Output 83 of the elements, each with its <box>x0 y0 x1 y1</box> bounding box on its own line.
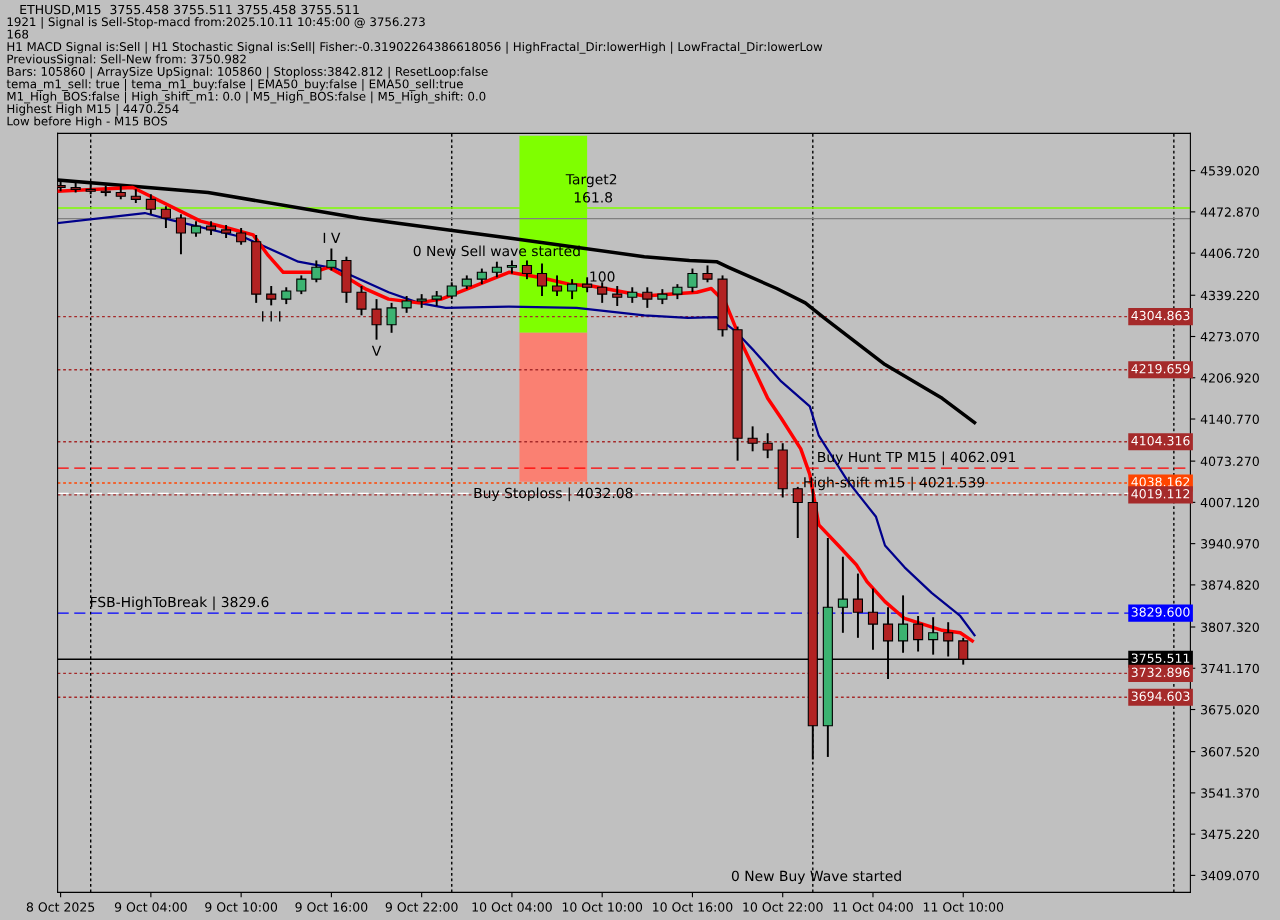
candlestick <box>145 193 156 216</box>
y-tick-label: 4007.120 <box>1200 497 1259 508</box>
candlestick <box>897 594 909 654</box>
ref-line-label: 3732.896 <box>1131 667 1190 678</box>
x-tick-label: 10 Oct 10:00 <box>562 902 643 912</box>
annotation: 0 New Buy Wave started <box>731 870 901 884</box>
ref-line-label: 4304.863 <box>1131 310 1190 321</box>
annotation: V <box>371 345 382 356</box>
text: Bars: 105860 | ArraySize UpSignal: 105860 | Stoploss:3842.812 | ResetLoop:false <box>7 66 488 79</box>
x-tick-label: 8 Oct 2025 <box>26 902 95 912</box>
annotation: I V <box>323 232 341 243</box>
y-tick-label: 3409.070 <box>1201 870 1259 881</box>
y-tick-label: 4406.720 <box>1200 248 1259 259</box>
candlestick <box>852 572 863 639</box>
x-tick-label: 10 Oct 16:00 <box>653 902 733 912</box>
x-tick-label: 9 Oct 22:00 <box>385 902 458 912</box>
y-tick-label: 4472.870 <box>1200 207 1259 217</box>
y-tick-label: 4273.070 <box>1200 331 1259 342</box>
candlestick <box>943 621 954 658</box>
candlestick <box>762 432 773 460</box>
ref-line-label: 3829.600 <box>1131 607 1190 617</box>
annotation: I I I <box>262 311 281 322</box>
x-tick-label: 9 Oct 04:00 <box>114 902 187 912</box>
x-tick-label: 11 Oct 10:00 <box>923 902 1004 912</box>
x-tick-label: 9 Oct 16:00 <box>295 902 368 912</box>
text: H1 MACD Signal is:Sell | H1 Stochastic Signal is:Sell| Fisher:-0.31902264386618056 | HighFractal_Dir:lowerHigh | LowFractal_Dir:lowerLow <box>7 41 823 54</box>
y-tick-label: 4539.020 <box>1200 166 1259 176</box>
x-tick-label: 10 Oct 04:00 <box>472 902 552 912</box>
ref-line-label: 4038.162 <box>1131 477 1190 487</box>
ref-line-label: 3755.511 <box>1131 653 1190 663</box>
y-tick-label: 4073.270 <box>1200 456 1259 467</box>
x-tick-label: 11 Oct 04:00 <box>833 902 913 912</box>
ref-line-label: 3694.603 <box>1131 691 1190 701</box>
y-tick-label: 4206.920 <box>1200 373 1259 383</box>
candlestick <box>160 205 171 229</box>
candlestick <box>266 285 277 307</box>
candlestick <box>175 213 187 256</box>
annotation: 100 <box>590 271 615 282</box>
y-tick-label: 3541.370 <box>1201 788 1259 798</box>
text: PreviousSignal: Sell-New from: 3750.982 <box>7 54 246 66</box>
text: 168 <box>7 29 29 39</box>
candlestick <box>612 285 623 307</box>
annotation: Buy Stoploss | 4032.08 <box>474 487 633 502</box>
x-tick-label: 10 Oct 22:00 <box>743 902 823 912</box>
candlestick <box>567 278 578 301</box>
text: Low before High - M15 BOS <box>7 116 168 128</box>
text: Highest High M15 | 4470.254 <box>7 103 179 116</box>
y-tick-label: 3475.220 <box>1201 829 1259 840</box>
candlestick <box>687 267 698 294</box>
annotation: FSB-HighToBreak | 3829.6 <box>90 596 269 611</box>
candlestick <box>913 615 924 653</box>
candlestick <box>386 301 397 334</box>
candlestick <box>747 425 758 453</box>
y-tick-label: 3807.320 <box>1201 622 1259 632</box>
y-tick-label: 4339.220 <box>1200 290 1259 301</box>
ref-line-label: 4019.112 <box>1131 489 1190 499</box>
candlestick <box>311 259 322 284</box>
text: 1921 | Signal is Sell-Stop-macd from:2025.10.11 10:45:00 @ 3756.273 <box>7 17 425 29</box>
candlestick <box>371 298 382 341</box>
candlestick <box>928 616 939 656</box>
candlestick <box>326 247 337 272</box>
y-tick-label: 3675.020 <box>1201 704 1259 715</box>
candlestick <box>792 485 803 539</box>
candlestick <box>521 259 533 281</box>
y-tick-label: 3607.520 <box>1201 747 1259 757</box>
chart-title: ETHUSD,M15 3755.458 3755.511 3755.458 3755.511 <box>20 4 359 16</box>
text: tema_m1_sell: true | tema_m1_buy:false | EMA50_buy:false | EMA50_sell:true <box>6 79 463 91</box>
y-tick-label: 3940.970 <box>1201 539 1259 549</box>
y-tick-label: 3874.820 <box>1201 580 1259 590</box>
candlestick <box>356 285 367 317</box>
candlestick <box>642 286 653 309</box>
y-tick-label: 4140.770 <box>1200 414 1259 424</box>
x-tick-label: 9 Oct 10:00 <box>205 902 278 912</box>
ref-line-label: 4219.659 <box>1131 363 1190 374</box>
candlestick <box>536 262 548 297</box>
text: M1_High_BOS:false | High_shift_m1: 0.0 | M5_High_BOS:false | M5_High_shift: 0.0 <box>7 91 486 104</box>
candlestick <box>551 274 563 297</box>
ref-line-label: 4104.316 <box>1131 435 1190 446</box>
candlestick <box>867 587 879 651</box>
candlestick <box>597 281 608 304</box>
candlestick <box>837 555 848 634</box>
candlestick <box>296 274 307 296</box>
y-tick-label: 3741.170 <box>1201 663 1259 674</box>
